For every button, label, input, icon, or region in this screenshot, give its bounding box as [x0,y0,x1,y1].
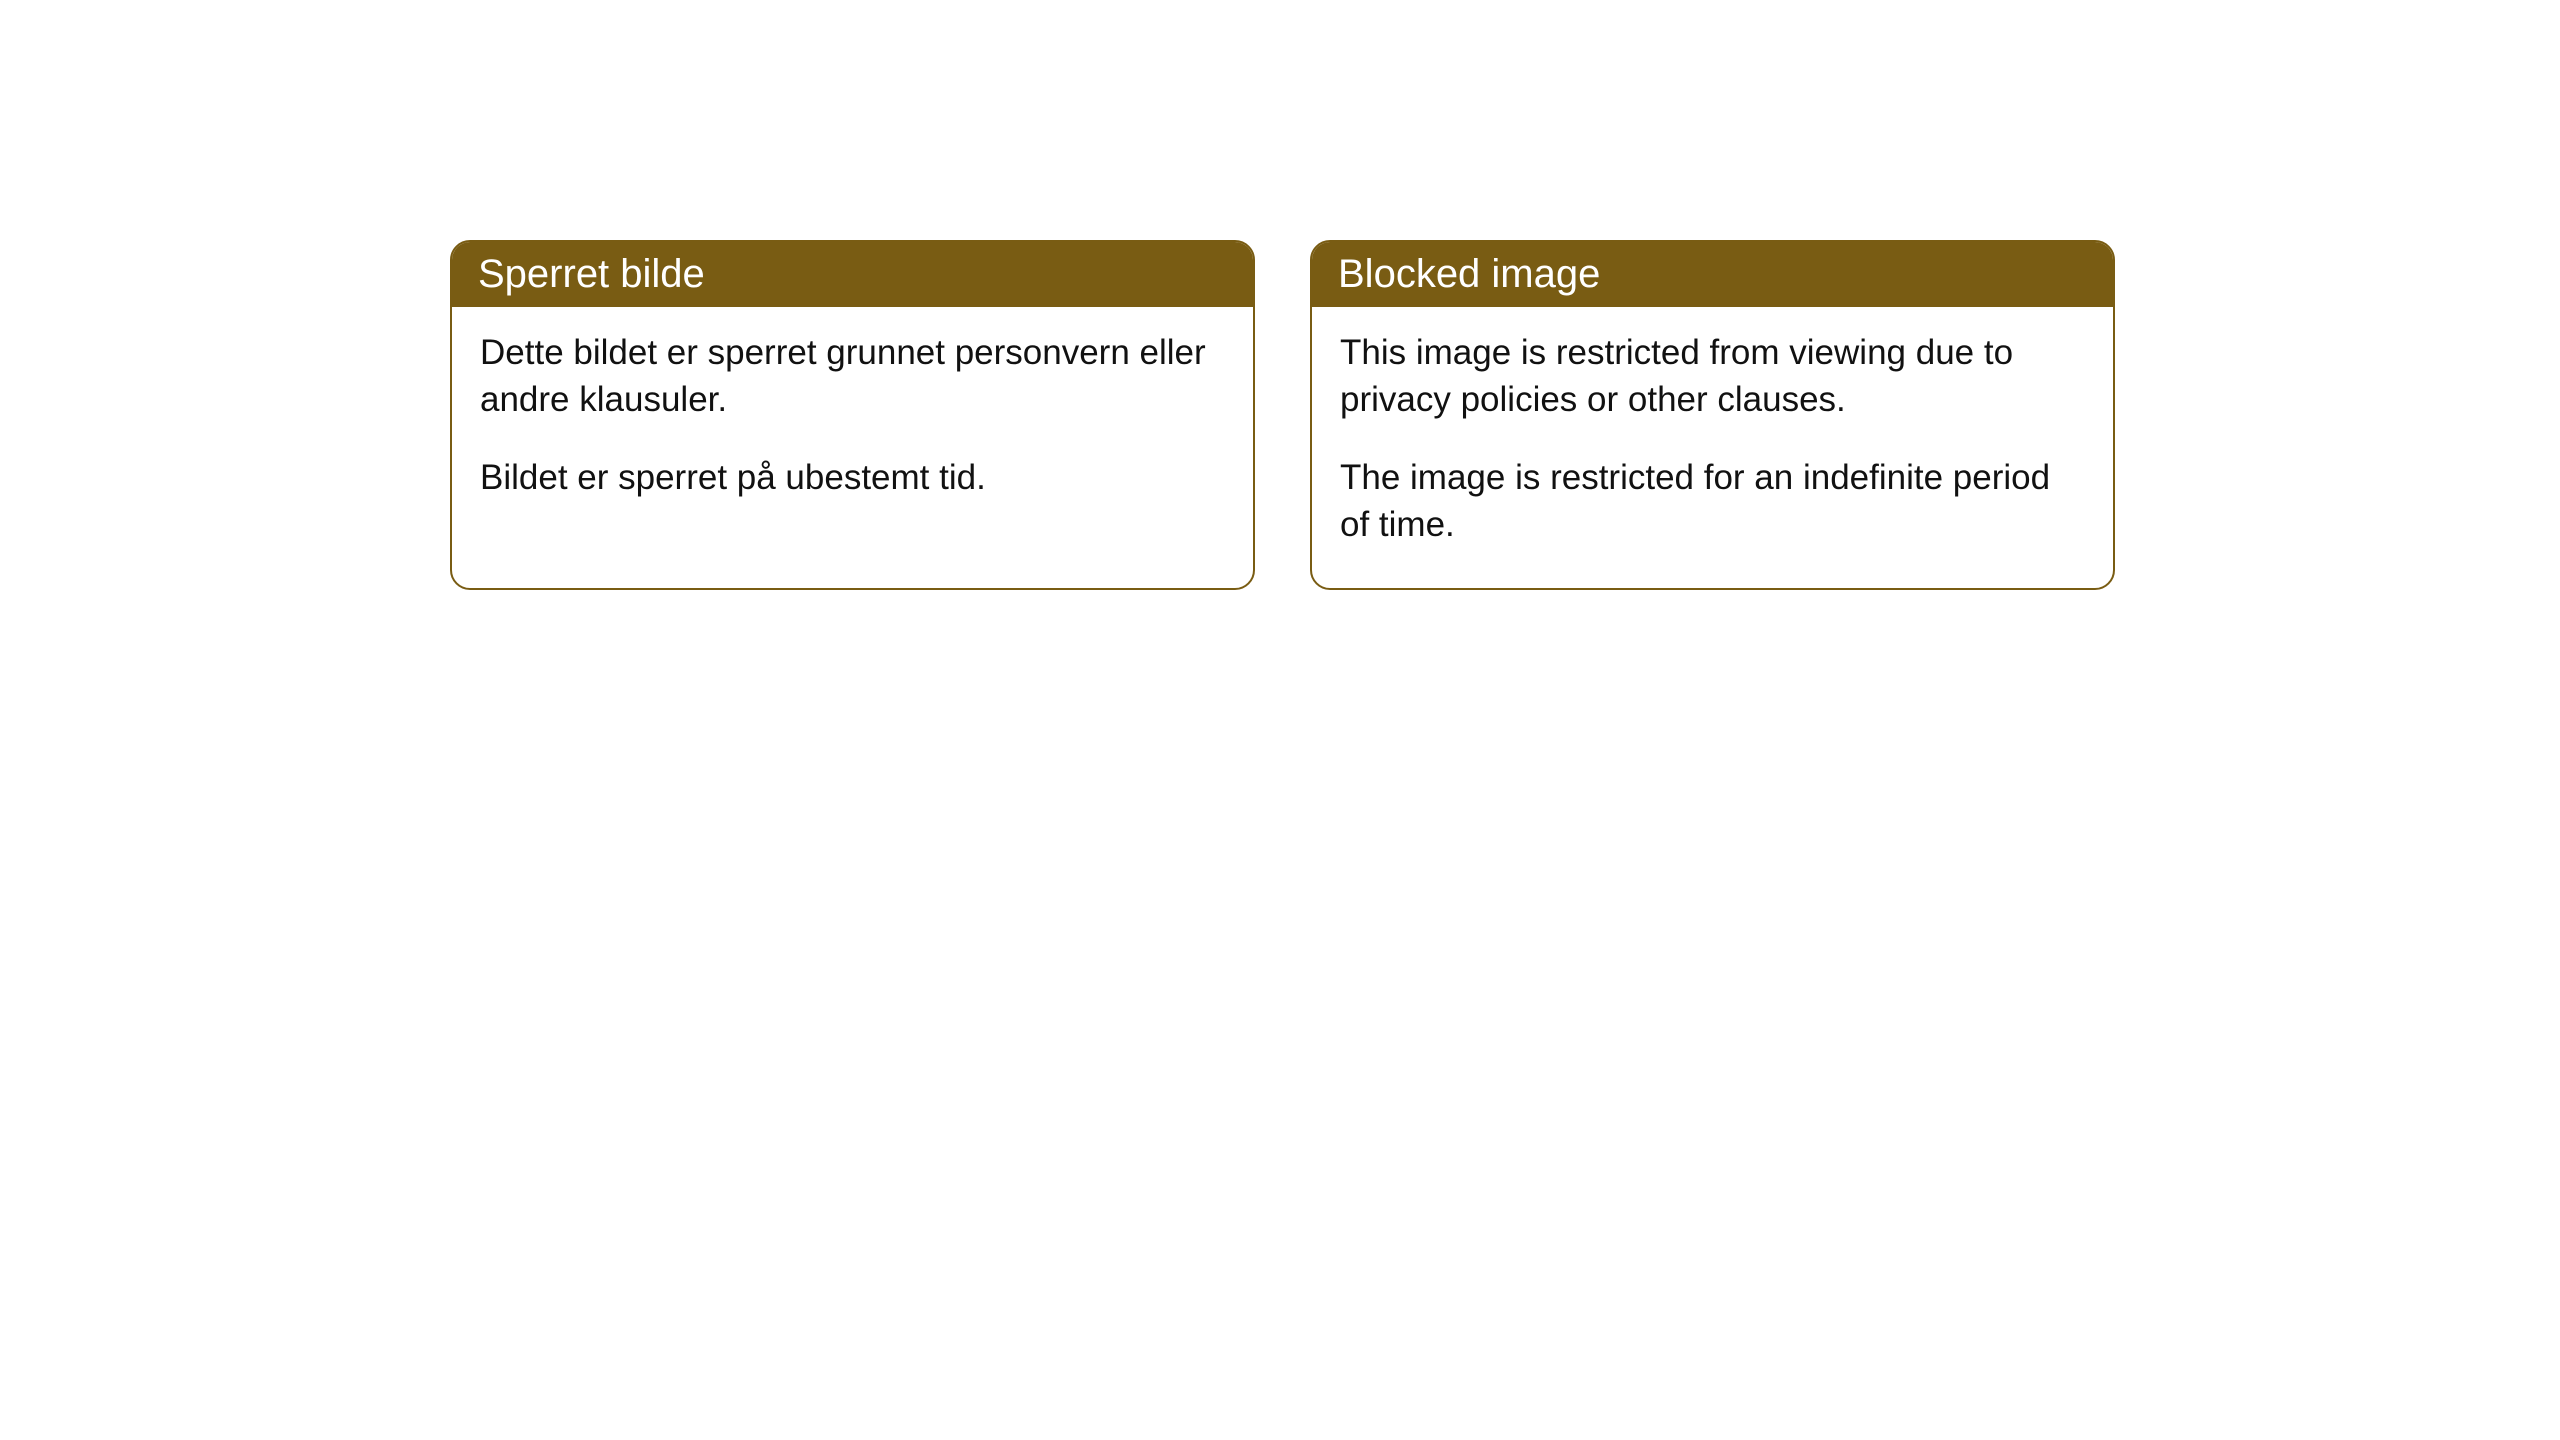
card-title: Sperret bilde [478,252,705,296]
card-body: This image is restricted from viewing du… [1312,307,2113,588]
notice-cards-container: Sperret bilde Dette bildet er sperret gr… [450,240,2115,590]
notice-card-norwegian: Sperret bilde Dette bildet er sperret gr… [450,240,1255,590]
card-title: Blocked image [1338,252,1600,296]
card-paragraph: Dette bildet er sperret grunnet personve… [480,329,1225,424]
card-header: Blocked image [1312,242,2113,307]
card-paragraph: Bildet er sperret på ubestemt tid. [480,454,1225,501]
notice-card-english: Blocked image This image is restricted f… [1310,240,2115,590]
card-paragraph: The image is restricted for an indefinit… [1340,454,2085,549]
card-body: Dette bildet er sperret grunnet personve… [452,307,1253,541]
card-header: Sperret bilde [452,242,1253,307]
card-paragraph: This image is restricted from viewing du… [1340,329,2085,424]
